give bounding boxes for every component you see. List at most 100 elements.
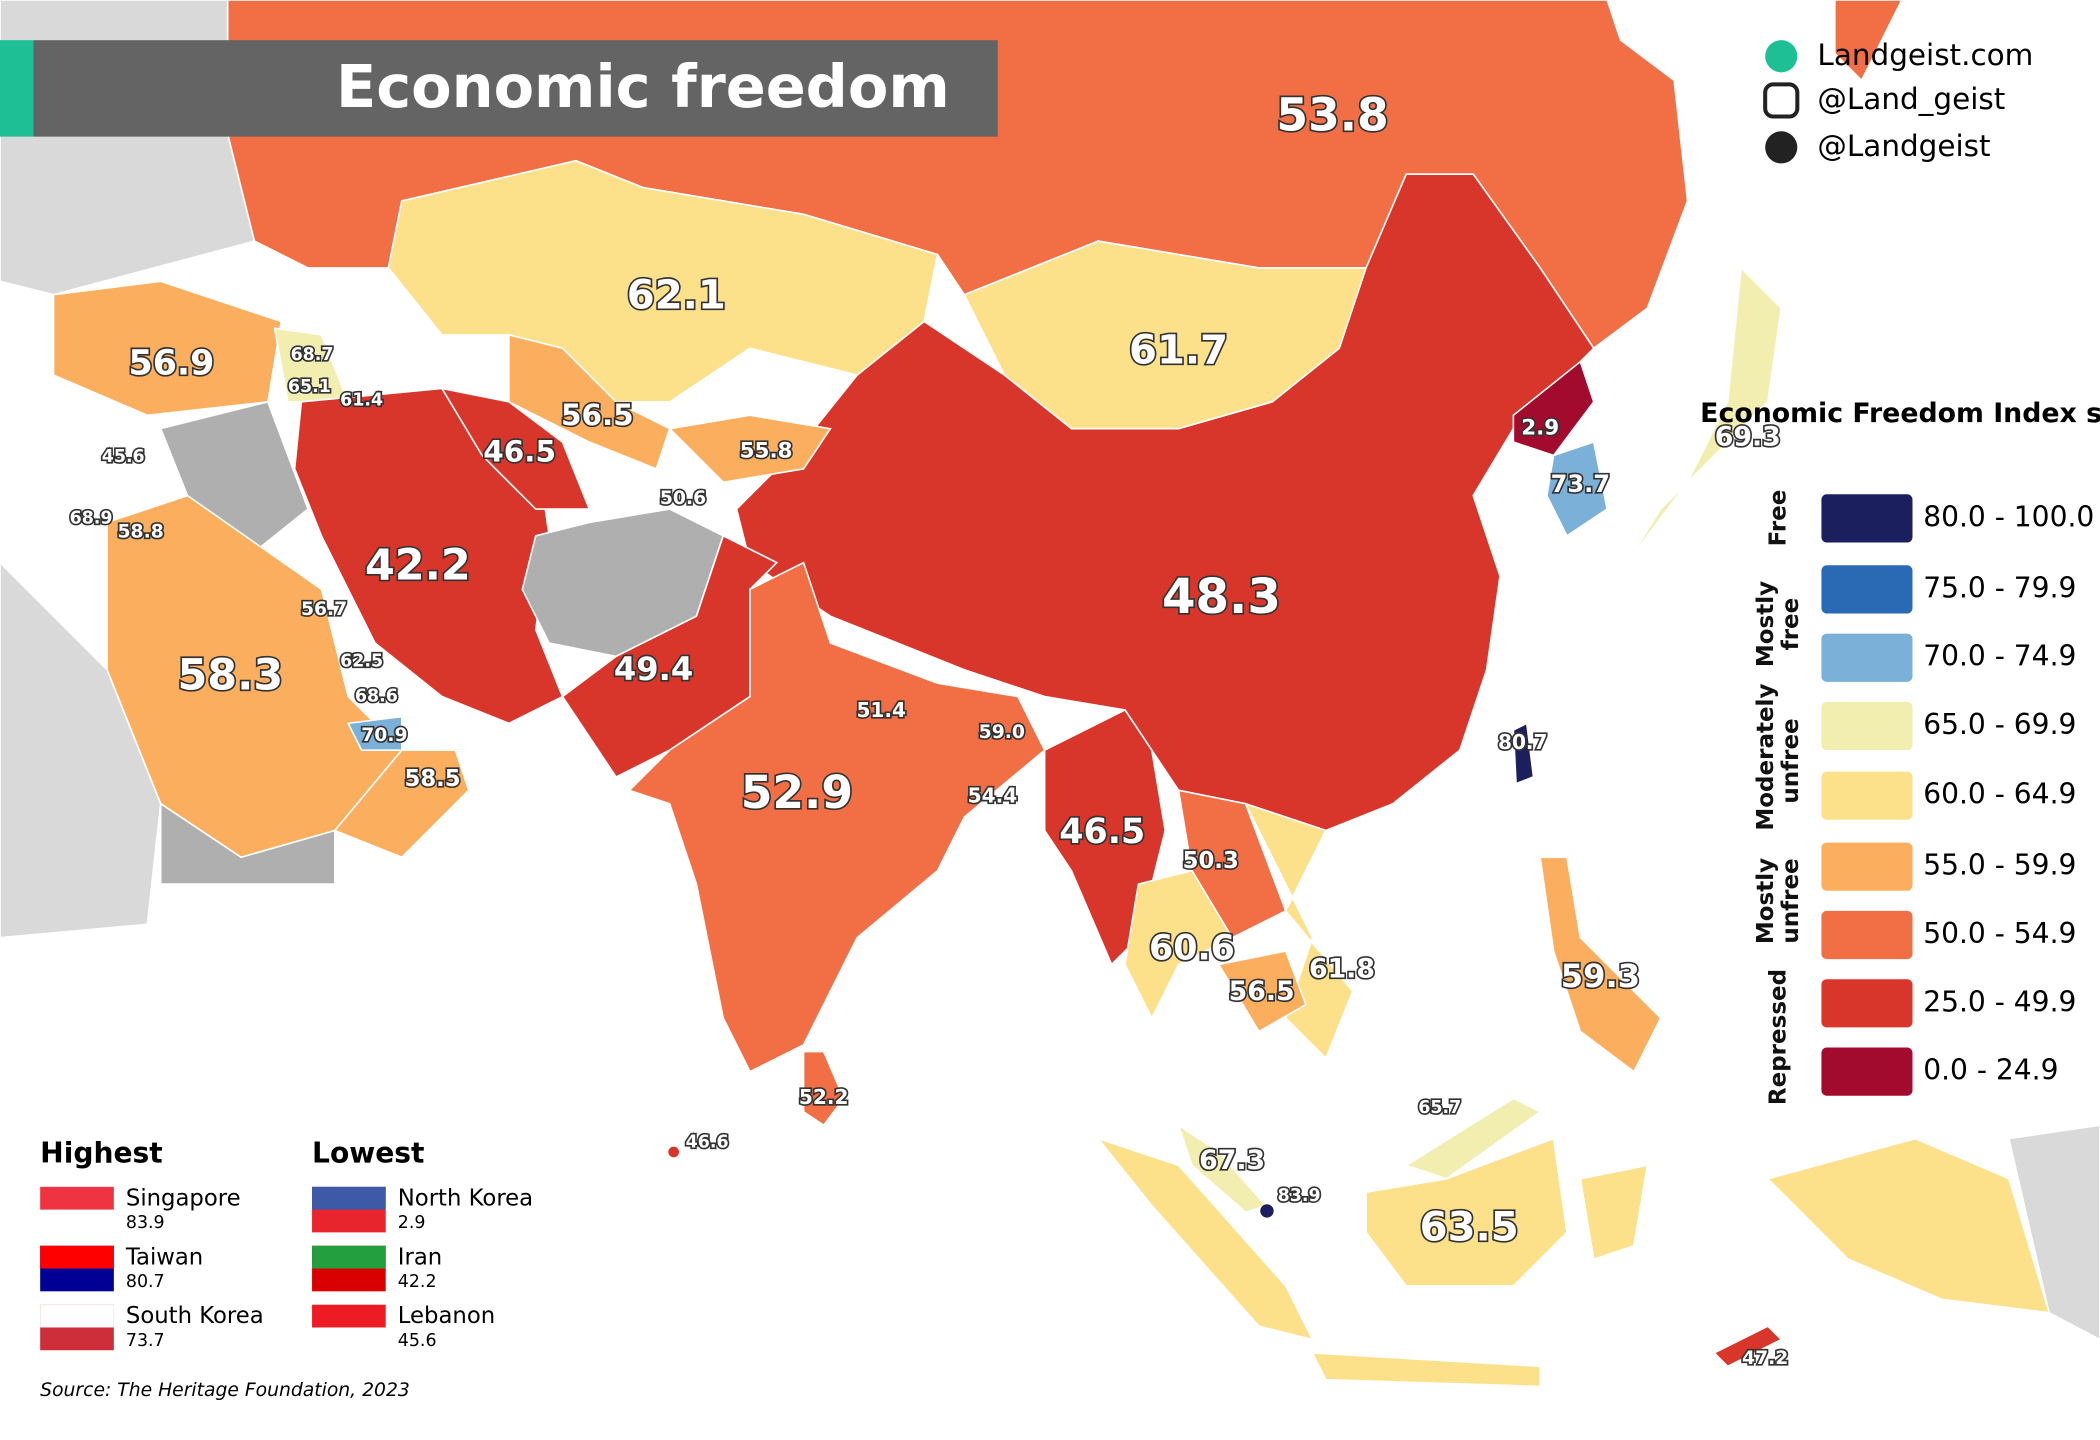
flag <box>312 1304 386 1328</box>
ranking-country: South Korea <box>126 1303 264 1329</box>
legend-range: 75.0 - 79.9 <box>1923 571 2076 604</box>
map-label: 46.5 <box>1059 812 1145 852</box>
map-label: 48.3 <box>1162 569 1281 625</box>
legend-range: 80.0 - 100.0 <box>1923 500 2094 533</box>
legend-group: Repressed <box>1765 969 1792 1106</box>
map-label: 61.7 <box>1129 327 1228 373</box>
map-label: 52.2 <box>799 1085 849 1109</box>
legend-title: Economic Freedom Index score <box>1700 398 2100 429</box>
map-label: 67.3 <box>1199 1145 1265 1176</box>
map-label: 56.7 <box>301 599 347 620</box>
map-label: 58.8 <box>117 521 163 542</box>
map-label: 70.9 <box>361 725 407 746</box>
map-label: 49.4 <box>614 650 693 688</box>
flag <box>40 1304 114 1328</box>
ranking-title: Lowest <box>312 1137 424 1170</box>
ranking-country: Iran <box>398 1244 442 1270</box>
credit: @Land_geist <box>1817 82 2005 116</box>
map-label: 58.5 <box>405 766 461 792</box>
credit: Landgeist.com <box>1817 38 2033 72</box>
map-label: 69.3 <box>1715 422 1781 453</box>
map-label: 56.9 <box>128 343 214 383</box>
ranking-country: North Korea <box>398 1185 533 1211</box>
map-label: 58.3 <box>177 650 283 700</box>
map-label: 54.4 <box>968 784 1018 808</box>
ranking-score: 42.2 <box>398 1272 437 1292</box>
ranking-score: 80.7 <box>126 1272 165 1292</box>
map-label: 47.2 <box>1742 1348 1788 1369</box>
legend-group: Mostly unfree <box>1752 857 1804 944</box>
legend-range: 70.0 - 74.9 <box>1923 640 2076 673</box>
title-box <box>33 40 998 137</box>
legend-swatch <box>1821 701 1913 751</box>
legend-range: 55.0 - 59.9 <box>1923 849 2076 882</box>
map-label: 61.8 <box>1309 953 1375 984</box>
flag <box>40 1186 114 1210</box>
map-label: 52.9 <box>741 766 853 819</box>
map-label: 63.5 <box>1420 1205 1519 1251</box>
legend-swatch <box>1821 633 1913 682</box>
map-label: 68.6 <box>355 687 398 707</box>
map-label: 56.5 <box>561 398 634 432</box>
legend-range: 50.0 - 54.9 <box>1923 917 2076 950</box>
legend-range: 60.0 - 64.9 <box>1923 778 2076 811</box>
legend-group: Moderately unfree <box>1752 683 1804 831</box>
map-label: 50.6 <box>660 488 706 509</box>
map-label: 46.6 <box>686 1133 729 1153</box>
ranking-country: Taiwan <box>125 1244 203 1270</box>
map-label: 61.4 <box>340 391 383 411</box>
legend-range: 25.0 - 49.9 <box>1923 985 2076 1018</box>
map-label: 65.7 <box>1418 1098 1461 1118</box>
map-label: 2.9 <box>1521 416 1559 441</box>
legend-swatch <box>1821 979 1913 1028</box>
legend-swatch <box>1821 494 1913 543</box>
legend-swatch <box>1821 910 1913 960</box>
map-label: 73.7 <box>1551 470 1610 498</box>
map-label: 55.8 <box>740 438 793 463</box>
flag <box>312 1186 386 1210</box>
legend-range: 0.0 - 24.9 <box>1923 1054 2058 1087</box>
map-label: 65.1 <box>288 377 331 397</box>
map-label: 56.5 <box>1229 976 1295 1007</box>
map-labels: 53.862.161.756.9 68.765.161.4 56.546.5 55.8… <box>68 87 1790 1371</box>
land <box>0 0 2100 1388</box>
map-label: 62.5 <box>340 652 383 672</box>
title: Economic freedom <box>336 52 950 121</box>
map-label: 62.1 <box>627 272 726 318</box>
ranking-score: 45.6 <box>398 1331 437 1351</box>
map-label: 46.5 <box>483 434 556 468</box>
map-label: 42.2 <box>365 540 471 590</box>
ranking-score: 83.9 <box>126 1213 165 1233</box>
legend-range: 65.0 - 69.9 <box>1923 708 2076 741</box>
legend-swatch <box>1821 771 1913 820</box>
map-label: 45.6 <box>102 447 145 467</box>
web-icon <box>1765 40 1798 73</box>
ranking-score: 73.7 <box>126 1331 165 1351</box>
instagram-icon <box>1763 82 1800 119</box>
map-label: 68.7 <box>291 345 334 365</box>
map-label: 83.9 <box>1278 1186 1321 1206</box>
ranking-title: Highest <box>40 1137 163 1170</box>
legend-group: Mostly free <box>1752 580 1804 667</box>
map-label: 59.0 <box>979 722 1025 743</box>
legend-swatch <box>1821 1047 1913 1096</box>
map-label: 59.3 <box>1561 957 1640 995</box>
ranking-country: Singapore <box>126 1185 241 1211</box>
ranking-score: 2.9 <box>398 1213 426 1233</box>
flag <box>312 1245 386 1269</box>
twitter-icon <box>1765 131 1798 164</box>
map-label: 51.4 <box>856 698 906 722</box>
map-label: 60.6 <box>1149 929 1235 969</box>
map-label: 68.9 <box>70 508 113 528</box>
credit: @Landgeist <box>1817 129 1990 163</box>
legend: Economic Freedom Index score 80.0 - 100.… <box>1700 398 2100 1096</box>
source: Source: The Heritage Foundation, 2023 <box>40 1380 410 1401</box>
ranking-country: Lebanon <box>398 1303 495 1329</box>
title-accent <box>0 40 34 137</box>
map-label: 53.8 <box>1276 88 1388 141</box>
map-label: 80.7 <box>1498 730 1548 754</box>
legend-group: Free <box>1765 490 1792 547</box>
